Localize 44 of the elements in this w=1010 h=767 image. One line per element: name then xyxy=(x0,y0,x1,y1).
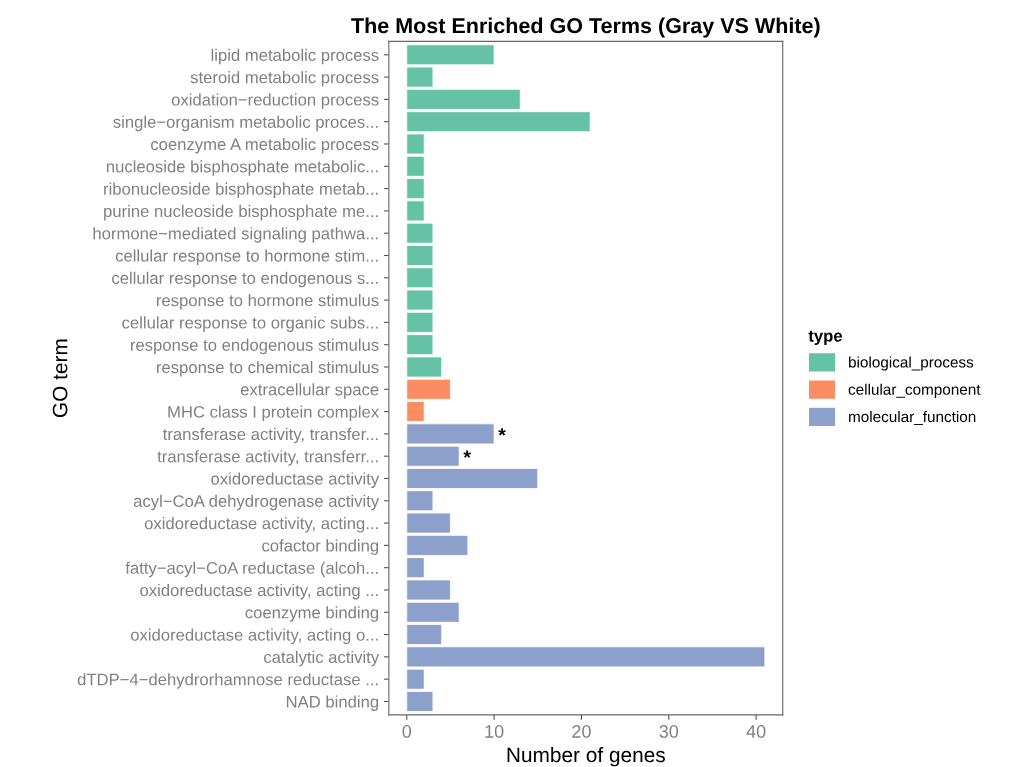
y-tick-label: dTDP−4−dehydrorhamnose reductase ... xyxy=(77,673,378,689)
y-tick-label: lipid metabolic process xyxy=(211,48,379,65)
y-tick-label: response to chemical stimulus xyxy=(157,360,379,377)
y-tick-label: ribonucleoside bisphosphate metab... xyxy=(104,182,378,199)
y-tick-label: catalytic activity xyxy=(264,650,380,667)
y-tick-label: transferase activity, transfer... xyxy=(162,427,378,444)
y-tick-label: coenzyme binding xyxy=(245,606,379,622)
x-tick-label: 0 xyxy=(402,725,412,738)
y-tick-label: transferase activity, transferr... xyxy=(157,450,378,466)
x-tick-label: 20 xyxy=(572,725,591,738)
legend-label: biological_process xyxy=(849,356,974,371)
y-tick-label: oxidoreductase activity xyxy=(211,472,380,488)
y-tick-label: cellular response to hormone stim... xyxy=(115,249,378,265)
y-tick-label: fatty−acyl−CoA reductase (alcoh... xyxy=(125,561,378,578)
y-axis-title: GO term xyxy=(52,339,68,418)
y-tick-label: acyl−CoA dehydrogenase activity xyxy=(133,494,380,511)
legend-title: type xyxy=(808,330,843,345)
legend-label: cellular_component xyxy=(848,383,981,398)
y-tick-label: MHC class I protein complex xyxy=(168,405,379,422)
y-tick-label: hormone−mediated signaling pathwa... xyxy=(93,227,378,243)
y-tick-label: single−organism metabolic proces... xyxy=(113,115,378,132)
y-tick-label: extracellular space xyxy=(240,383,379,399)
y-tick-label: cellular response to endogenous s... xyxy=(112,271,378,288)
y-tick-label: cellular response to organic subs... xyxy=(122,316,378,332)
y-tick-label: coenzyme A metabolic process xyxy=(151,137,379,154)
legend-label: molecular_function xyxy=(849,410,976,426)
x-tick-label: 10 xyxy=(485,725,504,738)
y-tick-label: oxidoreductase activity, acting o... xyxy=(130,628,378,645)
y-tick-label: oxidation−reduction process xyxy=(171,93,379,109)
y-tick-label: response to endogenous stimulus xyxy=(131,338,379,355)
chart-title: The Most Enriched GO Terms (Gray VS White) xyxy=(351,17,820,38)
y-tick-label: nucleoside bisphosphate metabolic... xyxy=(106,160,378,176)
x-tick-label: 40 xyxy=(746,725,766,738)
y-tick-label: oxidoreductase activity, acting ... xyxy=(140,583,378,600)
y-tick-label: purine nucleoside bisphosphate me... xyxy=(104,204,378,221)
annotation: * xyxy=(463,450,471,458)
y-tick-label: cofactor binding xyxy=(262,539,379,555)
y-tick-label: oxidoreductase activity, acting... xyxy=(144,517,378,533)
y-tick-label: NAD binding xyxy=(286,695,379,711)
x-tick-label: 30 xyxy=(659,725,679,738)
annotation: * xyxy=(498,428,506,436)
y-tick-label: response to hormone stimulus xyxy=(156,294,379,310)
x-axis-title: Number of genes xyxy=(507,746,665,767)
y-tick-label: steroid metabolic process xyxy=(190,71,379,87)
